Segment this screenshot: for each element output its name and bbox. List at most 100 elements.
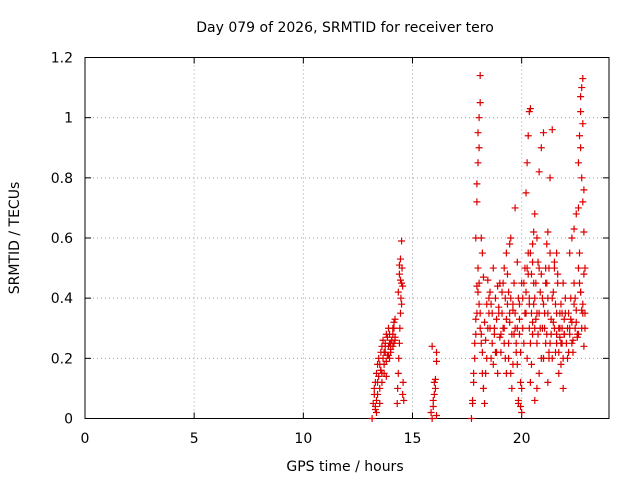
data-point [371,402,379,410]
data-point [476,309,484,317]
data-point [473,198,481,206]
data-point [531,210,539,218]
data-point [486,288,494,296]
data-point [552,300,560,308]
x-tick-label: 0 [81,431,90,447]
data-point [568,339,576,347]
data-point [493,315,501,323]
data-point [477,234,485,242]
data-point [567,315,575,323]
data-point [386,354,394,362]
data-point [499,324,507,332]
x-tick-label: 15 [404,431,422,447]
data-point [558,309,566,317]
data-point [555,348,563,356]
x-tick-label: 10 [294,431,312,447]
data-point [510,279,518,287]
data-point [518,408,526,416]
data-point [524,132,532,140]
tick-layer: 0 5 10 15 20 0 0.2 0.4 0.6 0.8 1 1.2 [51,51,609,447]
data-point [433,411,441,419]
data-point [471,354,479,362]
data-point [398,300,406,308]
data-point [534,258,542,266]
data-point [509,306,517,314]
data-point [521,309,529,317]
data-point [396,324,404,332]
data-point [386,330,394,338]
data-point [570,300,578,308]
chart-title: Day 079 of 2026, SRMTID for receiver ter… [196,20,494,36]
data-point [474,159,482,167]
data-point [520,279,528,287]
data-point [469,396,477,404]
data-point [574,264,582,272]
data-point [395,261,403,269]
x-tick-label: 20 [513,431,531,447]
data-point [495,303,503,311]
data-point [517,402,525,410]
data-point [515,330,523,338]
data-point [527,309,535,317]
data-point [541,309,549,317]
data-point [543,240,551,248]
data-point [581,324,589,332]
data-point [580,270,588,278]
data-point [377,366,385,374]
data-point [529,330,537,338]
data-point [379,354,387,362]
data-point [394,369,402,377]
data-point [505,354,513,362]
data-point [579,309,587,317]
data-point [372,408,380,416]
data-point [478,348,486,356]
data-point [489,264,497,272]
data-point [580,342,588,350]
data-point [536,288,544,296]
data-point [382,357,390,365]
data-point [529,240,537,248]
data-point [553,330,561,338]
data-point [522,288,530,296]
data-point [511,204,519,212]
data-point [479,273,487,281]
data-point [537,144,545,152]
data-point [503,270,511,278]
data-point [497,330,505,338]
data-point [579,120,587,128]
data-point [478,249,486,257]
data-point [532,315,540,323]
data-point [535,369,543,377]
data-point [431,384,439,392]
data-point [513,360,521,368]
data-point [506,309,514,317]
data-point [500,264,508,272]
data-point [543,330,551,338]
data-point [488,309,496,317]
y-tick-label: 0.4 [51,291,73,307]
data-point [389,324,397,332]
data-point [556,333,564,341]
data-point [481,318,489,326]
data-point [513,258,521,266]
y-tick-label: 0.6 [51,231,73,247]
data-point [475,279,483,287]
data-point [498,288,506,296]
data-point [497,348,505,356]
data-point [526,105,534,113]
point-layer [368,72,589,422]
data-point [525,108,533,116]
data-point [496,333,504,341]
data-point [391,336,399,344]
data-point [476,72,484,80]
data-point [544,228,552,236]
data-point [526,378,534,386]
data-point [580,228,588,236]
data-point [399,282,407,290]
data-point [542,279,550,287]
data-point [519,294,527,302]
data-point [579,75,587,83]
data-point [568,234,576,242]
data-point [376,384,384,392]
